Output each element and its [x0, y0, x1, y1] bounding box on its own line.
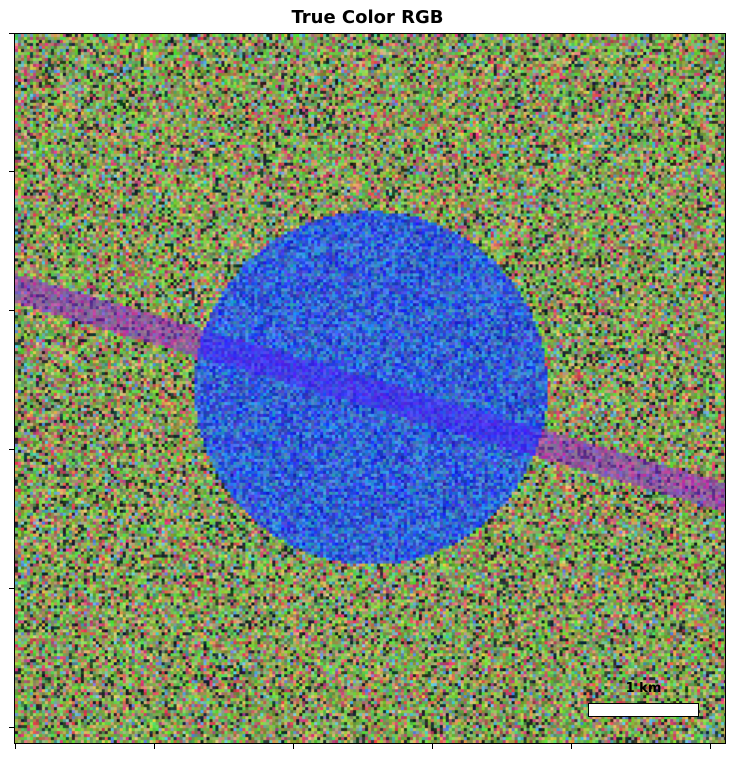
x-axis-tick: [710, 744, 711, 749]
x-axis-tick: [154, 744, 155, 749]
y-axis-tick: [9, 588, 14, 589]
scalebar: [588, 703, 699, 717]
x-axis-tick: [293, 744, 294, 749]
rgb-image-panel: [14, 33, 726, 744]
y-axis-tick: [9, 449, 14, 450]
y-axis-tick: [9, 33, 14, 34]
figure-title: True Color RGB: [291, 7, 444, 28]
scalebar-label: 1 km: [625, 681, 662, 696]
x-axis-tick: [571, 744, 572, 749]
rgb-raster-image: [15, 34, 725, 743]
x-axis-tick: [432, 744, 433, 749]
x-axis-tick: [15, 744, 16, 749]
y-axis-tick: [9, 727, 14, 728]
y-axis-tick: [9, 310, 14, 311]
y-axis-tick: [9, 171, 14, 172]
